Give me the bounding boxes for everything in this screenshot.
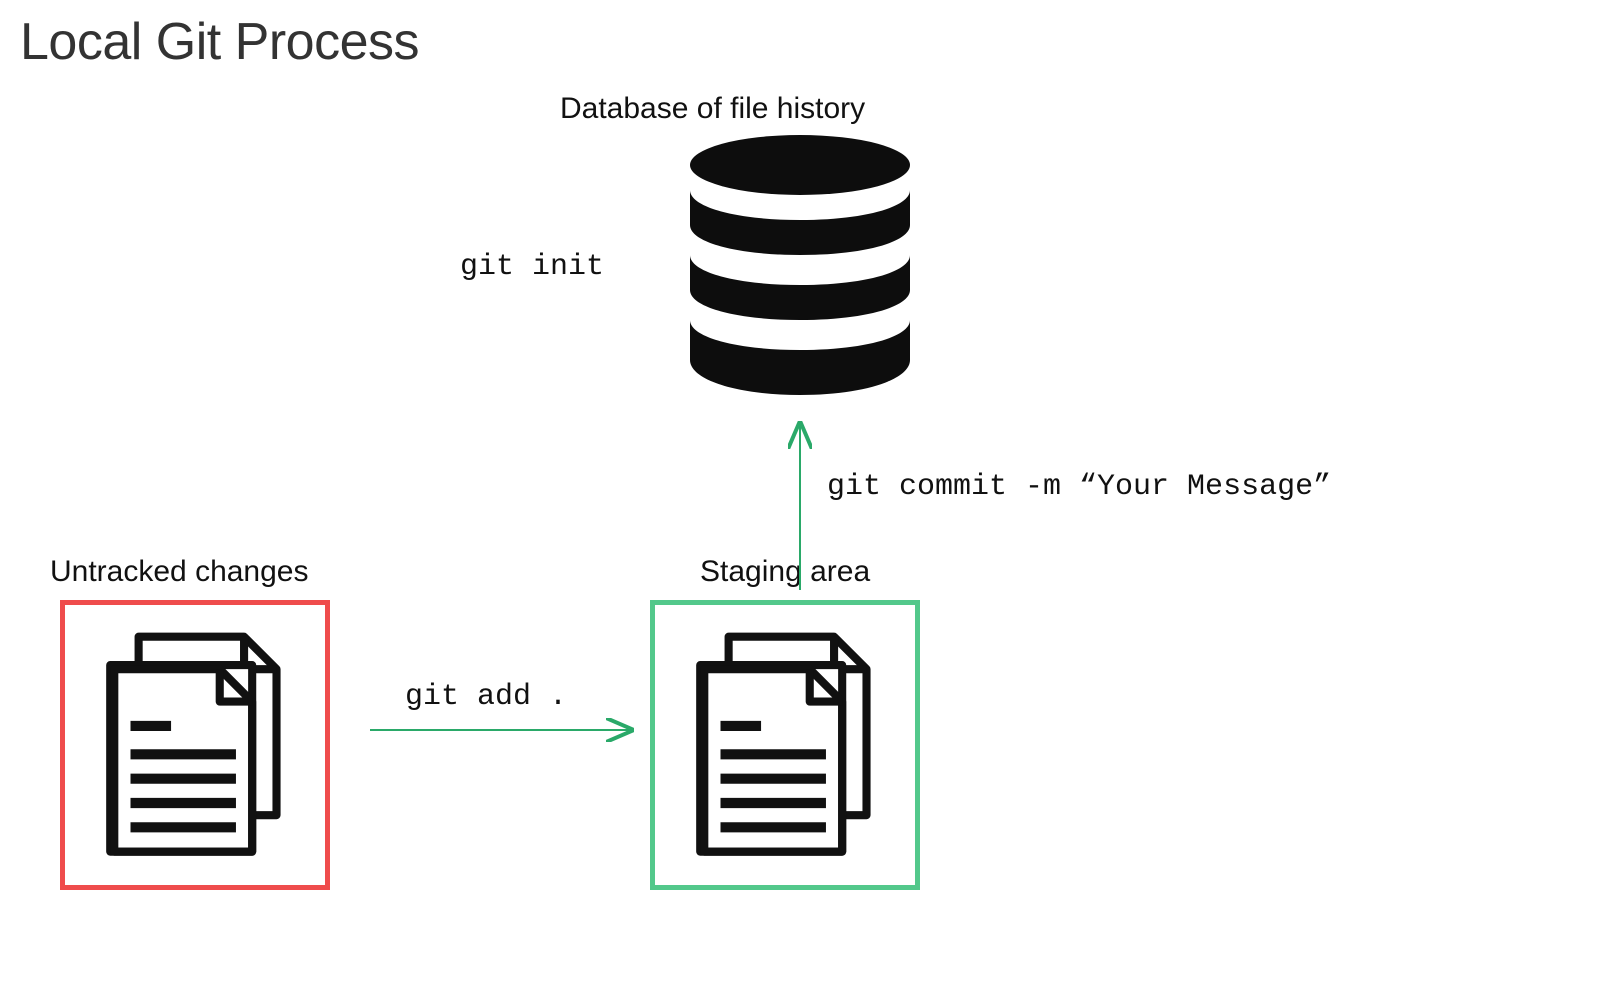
git-commit-command: git commit -m “Your Message” [827, 470, 1331, 504]
diagram-canvas: Local Git Process Database of file histo… [0, 0, 1619, 992]
git-commit-arrow [0, 0, 1619, 992]
